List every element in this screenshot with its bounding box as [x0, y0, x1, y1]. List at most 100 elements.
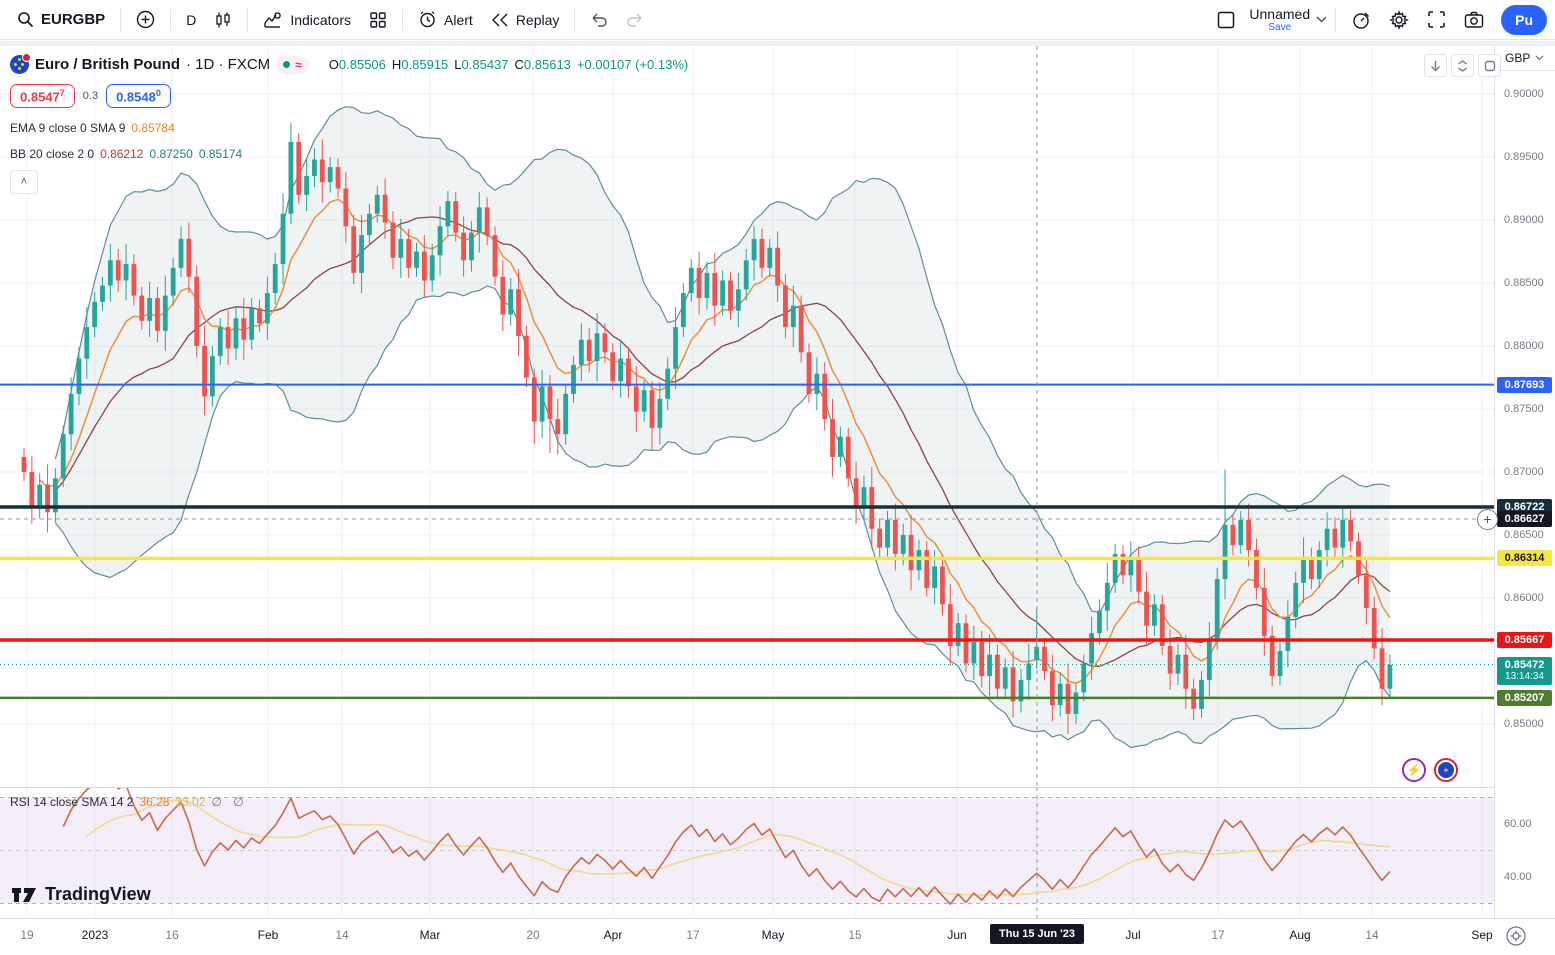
candle-body	[76, 358, 82, 394]
maximize-pane-icon	[1484, 60, 1495, 71]
time-tick-label: 17	[1211, 928, 1225, 942]
alert-button[interactable]: Alert	[409, 5, 482, 34]
candle-body	[84, 327, 90, 359]
candle-body	[1261, 587, 1267, 636]
pane-maximize-button[interactable]	[1478, 54, 1501, 77]
candle-body	[296, 141, 302, 195]
ema-indicator-label[interactable]: EMA 9 close 0 SMA 9	[10, 121, 126, 135]
event-eu-flag-icon[interactable]: ✶	[1434, 758, 1458, 782]
add-alert-plus-icon[interactable]: +	[1477, 509, 1498, 530]
rsi-pane[interactable]	[0, 787, 1494, 918]
undo-button[interactable]	[581, 7, 617, 32]
candle-body	[21, 456, 27, 472]
candle-body	[688, 267, 694, 294]
time-tick-label: Jul	[1125, 928, 1141, 942]
chart-style-button[interactable]	[205, 6, 241, 34]
settings-button[interactable]	[1380, 5, 1418, 35]
toolbar-divider	[402, 8, 404, 31]
rsi-value: 36.28	[139, 795, 170, 809]
bb-lower-value: 0.85174	[198, 147, 243, 161]
select-layout-checkbox[interactable]	[1207, 5, 1245, 35]
candle-body	[1026, 663, 1032, 680]
ask-button[interactable]: 0.85480	[106, 84, 171, 109]
symbol-title[interactable]: Euro / British Pound	[35, 56, 180, 73]
price-axis-label: 0.90000	[1504, 88, 1544, 100]
pane-controls	[1424, 54, 1501, 77]
legend-collapse-button[interactable]: ˄	[10, 170, 38, 194]
candle-body	[217, 327, 223, 357]
main-chart-pane[interactable]	[0, 46, 1494, 787]
toolbar-divider	[574, 8, 576, 31]
indicators-label: Indicators	[290, 11, 352, 28]
bid-button[interactable]: 0.85477	[10, 84, 75, 109]
quick-search-button[interactable]	[1342, 5, 1380, 35]
time-tick-label: 17	[686, 928, 700, 942]
candle-body	[767, 247, 773, 268]
current-price-tag: 0.85472 13:14:34	[1497, 656, 1552, 685]
top-toolbar: EURGBP D Indicators	[0, 0, 1555, 40]
candle-body	[1152, 604, 1157, 626]
snapshot-button[interactable]	[1455, 6, 1493, 34]
candles-icon	[216, 12, 230, 27]
publish-button[interactable]: Pu	[1501, 4, 1547, 35]
compare-add-button[interactable]	[127, 5, 164, 34]
pane-move-down-button[interactable]	[1424, 54, 1447, 77]
candle-body	[563, 393, 569, 435]
current-price-value: 0.85472	[1504, 658, 1545, 671]
interval-button[interactable]: D	[177, 7, 205, 33]
event-flash-icon[interactable]: ⚡	[1402, 758, 1426, 782]
fullscreen-button[interactable]	[1418, 5, 1455, 34]
replay-button[interactable]: Replay	[482, 7, 569, 33]
candle-body	[437, 226, 443, 256]
price-axis-label: 0.87500	[1504, 403, 1544, 415]
ohlc-open: O0.85506	[328, 57, 386, 72]
candle-body	[1230, 524, 1236, 546]
indicator-templates-button[interactable]	[360, 6, 396, 34]
currency-selector[interactable]: GBP	[1495, 46, 1555, 71]
pane-collapse-button[interactable]	[1451, 54, 1474, 77]
candle-body	[374, 194, 380, 214]
time-axis[interactable]: 19 2023 16 Feb 14 Mar 20 Apr 17 May 15 Jun Jul 17 Aug 1…	[0, 918, 1555, 955]
crosshair-time-tag: Thu 15 Jun '23	[990, 924, 1084, 944]
pane-separator[interactable]	[0, 787, 1494, 788]
candle-body	[1324, 528, 1330, 551]
candle-body	[484, 207, 490, 236]
redo-button[interactable]	[617, 7, 653, 32]
candle-body	[1081, 663, 1087, 693]
candle-body	[838, 436, 843, 457]
symbol-search-button[interactable]: EURGBP	[8, 6, 114, 33]
save-button[interactable]: Save	[1268, 21, 1292, 33]
indicators-button[interactable]: Indicators	[254, 6, 360, 34]
time-tick-label: 14	[1365, 928, 1379, 942]
price-axis-label: 0.88500	[1504, 277, 1544, 289]
symbol-name: EURGBP	[41, 11, 106, 28]
candle-body	[1112, 553, 1118, 583]
candle-body	[1246, 519, 1251, 551]
bb-indicator-label[interactable]: BB 20 close 2 0	[10, 147, 95, 161]
candle-body	[1332, 528, 1338, 548]
axis-settings-button[interactable]	[1505, 925, 1527, 952]
time-tick-label: Apr	[603, 928, 623, 942]
candle-body	[798, 305, 804, 353]
candle-body	[1073, 692, 1079, 714]
tradingview-logo[interactable]: TradingView	[12, 884, 151, 905]
candle-body	[92, 301, 98, 328]
symbol-logo-icon	[10, 53, 31, 74]
candle-body	[445, 201, 451, 227]
candle-body	[476, 207, 482, 233]
layout-dropdown-button[interactable]	[1314, 12, 1329, 27]
camera-icon	[1464, 11, 1484, 28]
candle-body	[586, 339, 592, 362]
time-tick-label: May	[761, 928, 785, 942]
price-axis[interactable]: GBP 0.90000 0.89500 0.89000 0.88500 0.88000 0…	[1494, 46, 1555, 918]
time-tick-label: Sep	[1471, 928, 1493, 942]
toolbar-divider	[120, 8, 122, 31]
candle-body	[225, 327, 231, 349]
market-status-badge[interactable]: ≈	[276, 55, 309, 74]
candle-body	[1206, 638, 1212, 680]
candle-body	[775, 247, 780, 286]
rsi-indicator-label[interactable]: RSI 14 close SMA 14 2	[10, 795, 134, 809]
layout-menu[interactable]: Unnamed Save	[1245, 5, 1314, 35]
candle-body	[1175, 654, 1181, 674]
